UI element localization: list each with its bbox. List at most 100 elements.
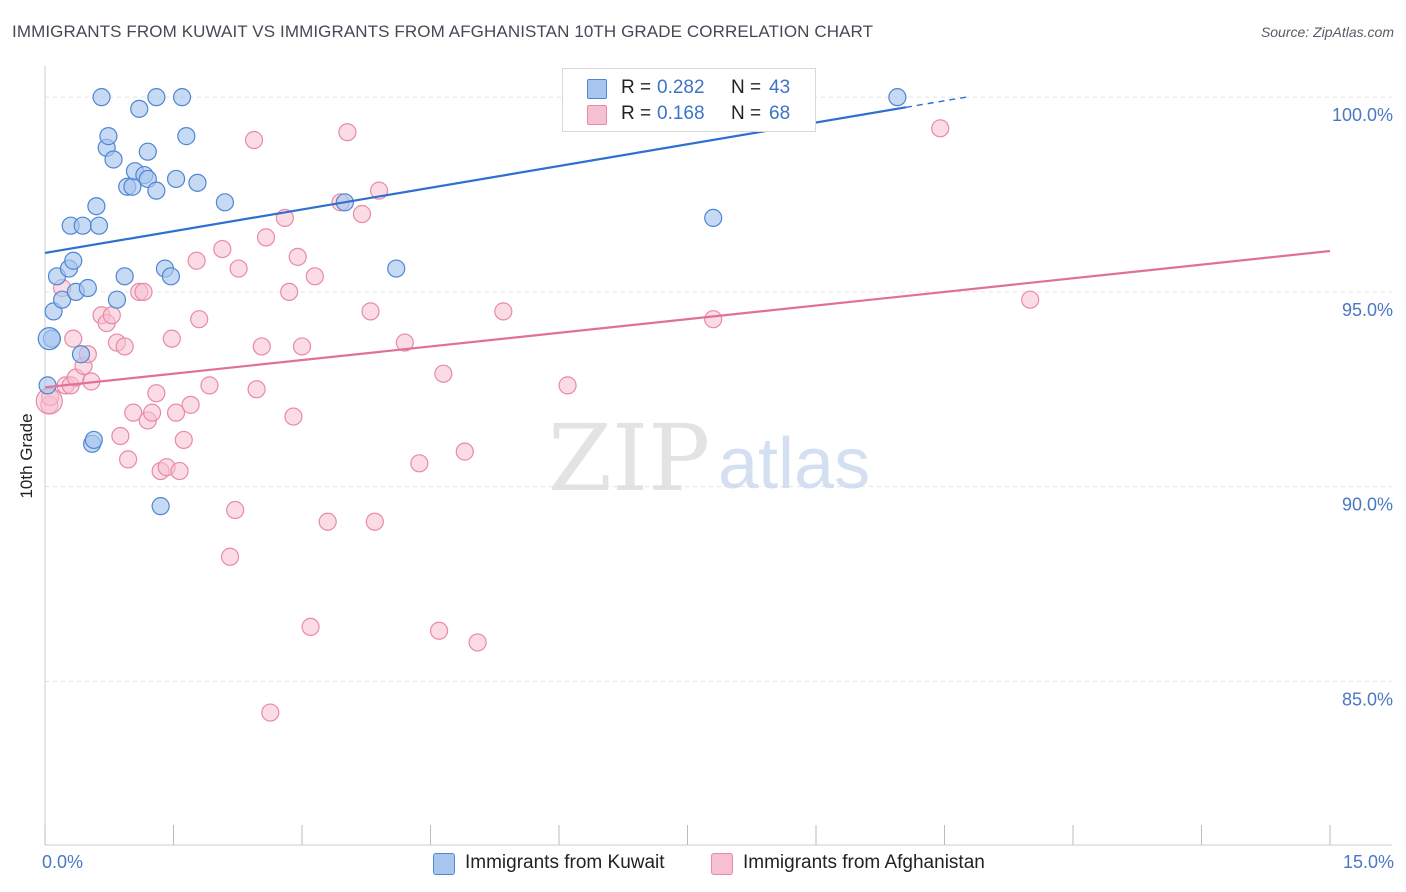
afghanistan-point: [213, 239, 232, 259]
afghanistan-point: [229, 259, 248, 278]
afghanistan-point: [284, 407, 303, 426]
afghanistan-point: [187, 251, 206, 270]
grid-lines: [45, 96, 1392, 682]
afghanistan-point: [1021, 290, 1040, 309]
afghanistan-point: [170, 461, 189, 481]
x-tick-label-max: 15.0%: [1342, 852, 1394, 872]
afghanistan-point: [134, 282, 153, 302]
kuwait-point: [115, 267, 134, 286]
bottom-legend-swatch-afghanistan: [711, 853, 733, 875]
y-axis-label: 10th Grade: [17, 413, 36, 498]
afghanistan-point: [434, 364, 453, 383]
kuwait-point: [215, 193, 234, 212]
watermark: ZIP atlas: [548, 405, 870, 512]
kuwait-point: [387, 259, 406, 278]
kuwait-point: [172, 88, 192, 107]
kuwait-point: [87, 197, 106, 216]
afghanistan-trend-line: [44, 249, 1331, 389]
y-tick-label: 95.0%: [1342, 300, 1393, 320]
legend-r-value-afghanistan: 0.168: [657, 103, 705, 124]
afghanistan-point: [261, 703, 280, 722]
bottom-legend-label-afghanistan: Immigrants from Afghanistan: [743, 852, 985, 873]
legend-swatch-afghanistan: [587, 105, 607, 125]
kuwait-point: [704, 208, 723, 228]
afghanistan-point: [124, 403, 143, 422]
afghanistan-point: [256, 228, 276, 247]
kuwait-point: [147, 181, 166, 200]
source-label: Source: ZipAtlas.com: [1260, 24, 1394, 40]
legend-n-value-afghanistan: 68: [769, 103, 791, 124]
watermark-zip: ZIP: [548, 405, 710, 512]
afghanistan-point: [200, 376, 219, 395]
legend-r-value-kuwait: 0.282: [657, 77, 705, 98]
afghanistan-point: [166, 403, 186, 422]
y-tick-label: 100.0%: [1332, 105, 1393, 125]
y-tick-labels: 100.0% 95.0% 90.0% 85.0%: [1332, 105, 1393, 709]
watermark-atlas: atlas: [718, 424, 870, 504]
kuwait-point: [84, 430, 103, 450]
afghanistan-point: [280, 282, 299, 302]
legend-r-label-kuwait: R =: [621, 77, 652, 98]
afghanistan-point: [64, 329, 83, 348]
afghanistan-point: [301, 617, 320, 636]
kuwait-point: [53, 290, 72, 309]
afghanistan-point: [118, 450, 138, 469]
afghanistan-point: [468, 633, 487, 652]
afghanistan-point: [931, 119, 950, 138]
kuwait-point: [188, 173, 207, 192]
bottom-legend-label-kuwait: Immigrants from Kuwait: [465, 852, 665, 873]
afghanistan-point: [220, 547, 240, 566]
afghanistan-point: [226, 500, 245, 520]
y-tick-label: 85.0%: [1342, 689, 1393, 709]
afghanistan-point: [244, 130, 264, 150]
kuwait-point: [177, 127, 196, 146]
bottom-legend-swatch-kuwait: [433, 853, 455, 875]
legend-n-label-kuwait: N =: [731, 77, 762, 98]
afghanistan-point: [704, 310, 723, 329]
kuwait-point: [64, 251, 83, 270]
legend-r-label-afghanistan: R =: [621, 103, 652, 124]
kuwait-points: [37, 88, 907, 516]
kuwait-point: [99, 127, 118, 146]
kuwait-point: [107, 290, 127, 309]
afghanistan-point: [429, 621, 449, 640]
legend-n-label-afghanistan: N =: [731, 103, 762, 124]
kuwait-point: [92, 88, 111, 107]
afghanistan-point: [147, 384, 166, 403]
afghanistan-point: [111, 426, 130, 446]
afghanistan-point: [252, 337, 271, 356]
legend-swatch-kuwait: [587, 79, 607, 99]
kuwait-point: [147, 88, 166, 107]
kuwait-point: [151, 497, 170, 516]
legend-n-value-kuwait: 43: [769, 77, 791, 98]
kuwait-point: [89, 216, 109, 235]
afghanistan-point: [558, 376, 577, 395]
kuwait-point: [78, 278, 97, 298]
afghanistan-point: [318, 512, 337, 531]
afghanistan-point: [395, 333, 414, 352]
y-tick-label: 90.0%: [1342, 495, 1393, 515]
afghanistan-point: [352, 204, 372, 224]
kuwait-point-cluster: [37, 327, 61, 351]
afghanistan-point: [338, 123, 357, 142]
afghanistan-point: [102, 306, 121, 325]
afghanistan-point: [455, 442, 474, 461]
afghanistan-point: [115, 337, 134, 356]
afghanistan-point: [181, 395, 200, 414]
kuwait-point: [138, 142, 157, 161]
afghanistan-point: [292, 337, 312, 356]
afghanistan-point: [365, 512, 384, 531]
afghanistan-point: [288, 247, 307, 266]
afghanistan-point: [142, 403, 162, 422]
x-tick-label-min: 0.0%: [42, 852, 84, 872]
afghanistan-point: [247, 380, 266, 399]
axes: [44, 66, 1392, 846]
kuwait-point: [71, 345, 91, 364]
afghanistan-point: [494, 302, 513, 321]
kuwait-point: [888, 88, 907, 107]
afghanistan-points: [35, 88, 1040, 722]
afghanistan-point: [410, 454, 429, 473]
kuwait-trend-extension: [905, 96, 967, 108]
afghanistan-point: [162, 329, 181, 348]
